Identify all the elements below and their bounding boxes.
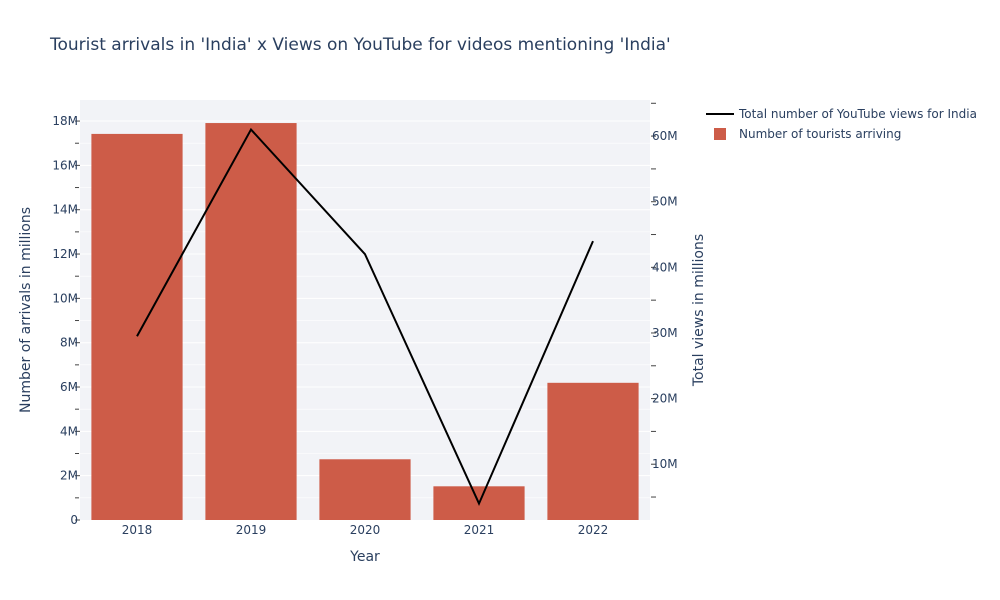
y-tick-label: 6M [60, 380, 78, 394]
legend-label-youtube-views: Total number of YouTube views for India [738, 107, 977, 121]
x-tick-label: 2021 [464, 523, 495, 537]
y2-tick-label: 40M [652, 260, 678, 274]
y2-tick-label: 30M [652, 326, 678, 340]
y2-axis-title: Total views in millions [691, 234, 707, 387]
line-layer [136, 127, 594, 507]
y-axis: 0 2M 4M 6M 8M 10M 12M 14M 16M 18M [52, 114, 80, 527]
youtube-views-line [136, 127, 594, 507]
y-axis-title: Number of arrivals in millions [18, 207, 34, 413]
legend-label-tourists: Number of tourists arriving [739, 127, 901, 141]
x-tick-label: 2018 [122, 523, 153, 537]
y2-tick-label: 20M [652, 392, 678, 406]
x-tick-label: 2022 [578, 523, 609, 537]
y-tick-label: 14M [52, 203, 78, 217]
y2-tick-label: 60M [652, 129, 678, 143]
x-axis: 2018 2019 2020 2021 2022 [122, 523, 609, 537]
y-tick-label: 0 [70, 513, 78, 527]
y-tick-label: 8M [60, 336, 78, 350]
chart-title: Tourist arrivals in 'India' x Views on Y… [49, 35, 671, 55]
y-tick-label: 18M [52, 114, 78, 128]
bar-2019 [205, 123, 297, 520]
bar-2022 [547, 382, 639, 520]
y-tick-label: 2M [60, 469, 78, 483]
bar-2020 [319, 459, 411, 520]
bar-2018 [91, 133, 183, 521]
y-tick-label: 16M [52, 158, 78, 172]
y-tick-label: 4M [60, 424, 78, 438]
y-tick-label: 10M [52, 291, 78, 305]
x-tick-label: 2020 [350, 523, 381, 537]
y-tick-label: 12M [52, 247, 78, 261]
y2-tick-label: 10M [652, 457, 678, 471]
x-axis-title: Year [349, 549, 380, 565]
bars-layer [91, 123, 639, 521]
legend-bar-swatch [714, 128, 726, 140]
y2-tick-label: 50M [652, 195, 678, 209]
legend: Total number of YouTube views for India … [706, 107, 977, 141]
y2-axis: 10M 20M 30M 40M 50M 60M [651, 102, 678, 498]
x-tick-label: 2019 [236, 523, 267, 537]
